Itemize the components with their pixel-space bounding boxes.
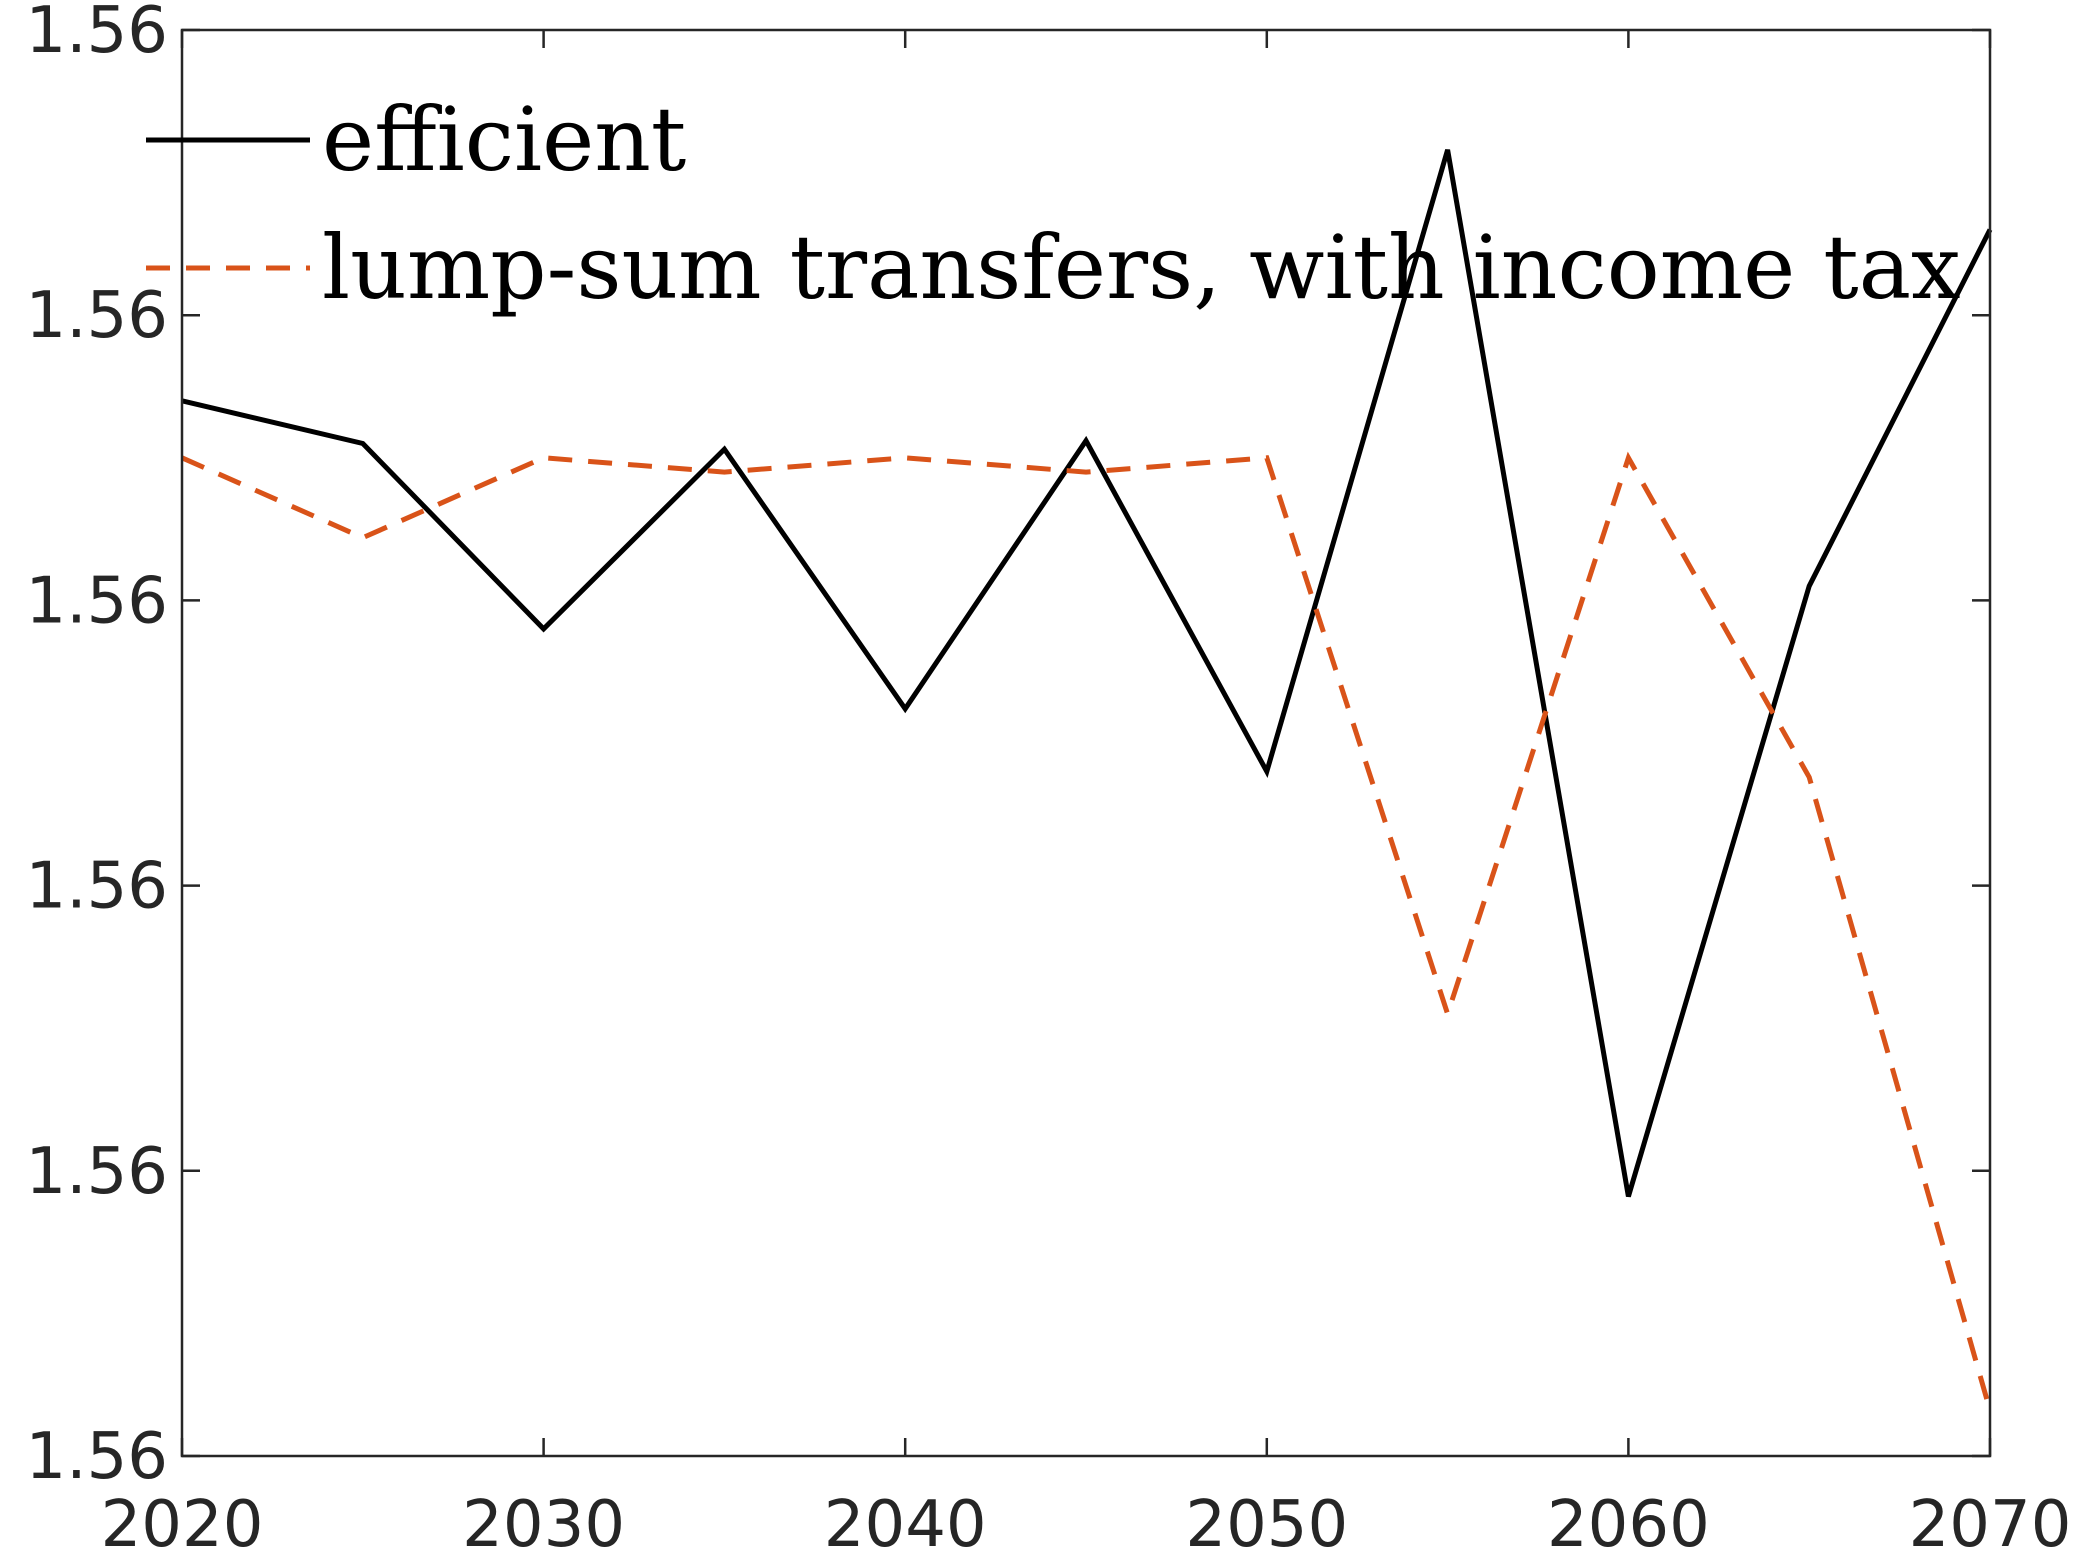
axes-layer	[180, 28, 1992, 1458]
x-tick-label: 2070	[1909, 1488, 2072, 1554]
y-tick-label: 1.56	[26, 850, 169, 924]
plot-area	[182, 30, 1990, 1456]
series-line-1	[180, 451, 1993, 1412]
legend-label-0: efficient	[322, 88, 686, 191]
series-layer	[180, 149, 1993, 1412]
legend-label-1: lump-sum transfers, with income tax	[322, 216, 1961, 319]
x-tick-label: 2060	[1547, 1488, 1710, 1554]
legend: efficient lump-sum transfers, with income…	[146, 88, 1961, 319]
axes-box	[180, 28, 1992, 1458]
y-tick-label: 1.56	[26, 0, 169, 68]
series-line-0	[181, 149, 1993, 1198]
plot-background	[182, 30, 1990, 1456]
x-tick-label: 2020	[101, 1488, 264, 1554]
y-tick-label: 1.56	[26, 279, 169, 353]
x-tick-label: 2050	[1185, 1488, 1348, 1554]
y-tick-label: 1.56	[26, 564, 169, 638]
x-tick-label: 2040	[824, 1488, 987, 1554]
y-tick-label: 1.56	[26, 1135, 169, 1209]
x-tick-label: 2030	[462, 1488, 625, 1554]
ticks-layer: 2020 2030 2040 2050 2060 2070 1.56 1.56 1.56 1.56…	[26, 0, 2072, 1554]
y-tick-label: 1.56	[26, 1420, 169, 1494]
